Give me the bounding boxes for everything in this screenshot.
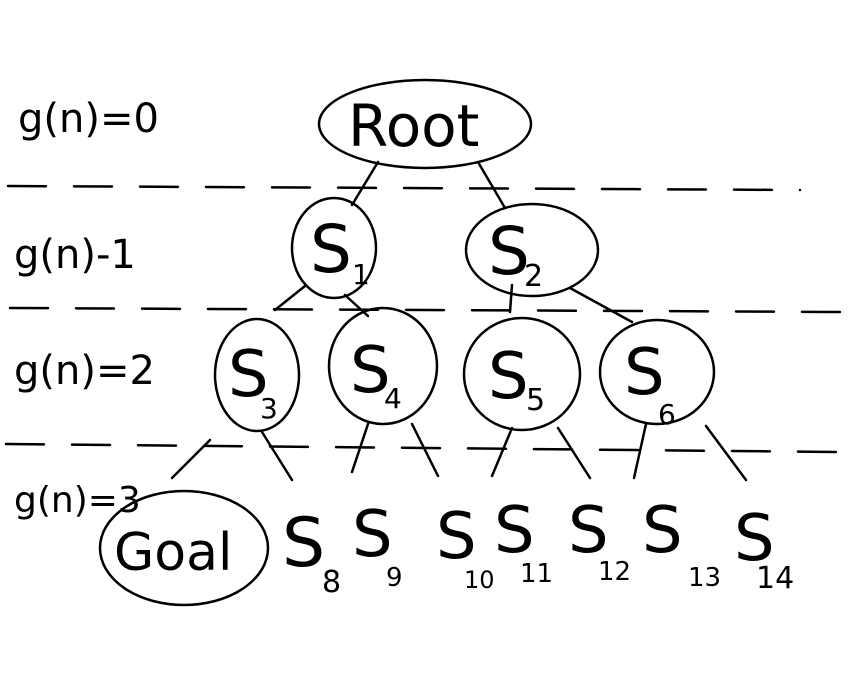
edge-s3-goal <box>170 438 212 480</box>
node-s1-sub: 1 <box>352 258 370 291</box>
node-s14-sub: 14 <box>756 561 794 596</box>
node-s13-label: S <box>642 494 683 568</box>
node-s13-sub: 13 <box>688 563 721 593</box>
level-label-2: g(n)=2 <box>14 348 155 394</box>
node-s6-outline <box>598 318 716 426</box>
node-s2-outline <box>464 202 600 298</box>
node-goal-outline <box>98 489 270 607</box>
node-s5: S 5 <box>462 316 582 432</box>
node-s2-sub: 2 <box>524 259 543 294</box>
node-s2: S 2 <box>464 202 600 298</box>
level-labels: g(n)=0 g(n)-1 g(n)=2 g(n)=3 <box>14 96 159 521</box>
node-s3: S 3 <box>213 317 301 433</box>
edge-s3-s8 <box>260 430 294 482</box>
tree-edges <box>170 160 748 482</box>
node-s11: S 11 <box>494 494 553 589</box>
node-s9: S 9 <box>352 498 403 593</box>
node-s5-outline <box>462 316 582 432</box>
node-goal: Goal <box>98 489 270 607</box>
node-s13: S 13 <box>642 494 721 593</box>
node-s9-label: S <box>352 498 393 572</box>
node-s2-label: S <box>488 213 530 290</box>
node-s11-sub: 11 <box>520 559 553 589</box>
node-s4-sub: 4 <box>384 382 402 415</box>
node-s8: S 8 <box>282 504 341 600</box>
node-s12-label: S <box>568 494 609 568</box>
edge-s4-s10 <box>410 422 440 478</box>
edge-s2-s5 <box>508 283 514 314</box>
separator-0-1 <box>6 184 802 192</box>
level-separators <box>4 184 842 454</box>
node-s8-sub: 8 <box>322 565 341 600</box>
node-s3-sub: 3 <box>260 392 278 425</box>
edge-s6-s14 <box>704 424 748 482</box>
node-s10-label: S <box>436 500 477 574</box>
node-root: Root <box>317 78 533 170</box>
level-label-0: g(n)=0 <box>18 96 159 142</box>
node-s10-sub: 10 <box>464 566 495 594</box>
edge-s2-s6 <box>568 286 634 324</box>
node-s1: S 1 <box>290 196 378 300</box>
separator-1-2 <box>8 306 842 314</box>
level-label-1: g(n)-1 <box>14 232 136 278</box>
edge-root-s2 <box>476 160 507 210</box>
node-s8-label: S <box>282 504 325 583</box>
edge-s1-s4 <box>343 293 370 318</box>
node-s4: S 4 <box>327 306 439 426</box>
node-s3-outline <box>213 317 301 433</box>
node-s9-sub: 9 <box>386 563 403 593</box>
edge-s5-s12 <box>556 426 592 480</box>
node-s14: S 14 <box>734 502 794 596</box>
node-s4-outline <box>327 306 439 426</box>
node-s4-label: S <box>350 334 391 408</box>
edge-s4-s9 <box>350 422 370 474</box>
node-s1-label: S <box>310 211 352 288</box>
node-root-label: Root <box>348 92 479 160</box>
node-s3-label: S <box>228 338 269 412</box>
node-s5-sub: 5 <box>526 383 545 418</box>
edge-s1-s3 <box>273 284 307 312</box>
edge-root-s1 <box>350 160 380 207</box>
edge-s6-s13 <box>632 422 648 480</box>
node-s10: S 10 <box>436 500 495 594</box>
node-s5-label: S <box>488 340 529 414</box>
node-s6-label: S <box>624 336 665 410</box>
node-s6: S 6 <box>598 318 716 431</box>
node-root-outline <box>317 78 533 170</box>
node-s12-sub: 12 <box>598 557 631 587</box>
node-s14-label: S <box>734 502 775 576</box>
node-s6-sub: 6 <box>658 398 676 431</box>
node-s12: S 12 <box>568 494 631 587</box>
level-label-3: g(n)=3 <box>14 480 141 521</box>
node-goal-label: Goal <box>114 523 232 583</box>
edge-s5-s11 <box>490 426 514 478</box>
node-s11-label: S <box>494 494 535 568</box>
node-s1-outline <box>290 196 378 300</box>
